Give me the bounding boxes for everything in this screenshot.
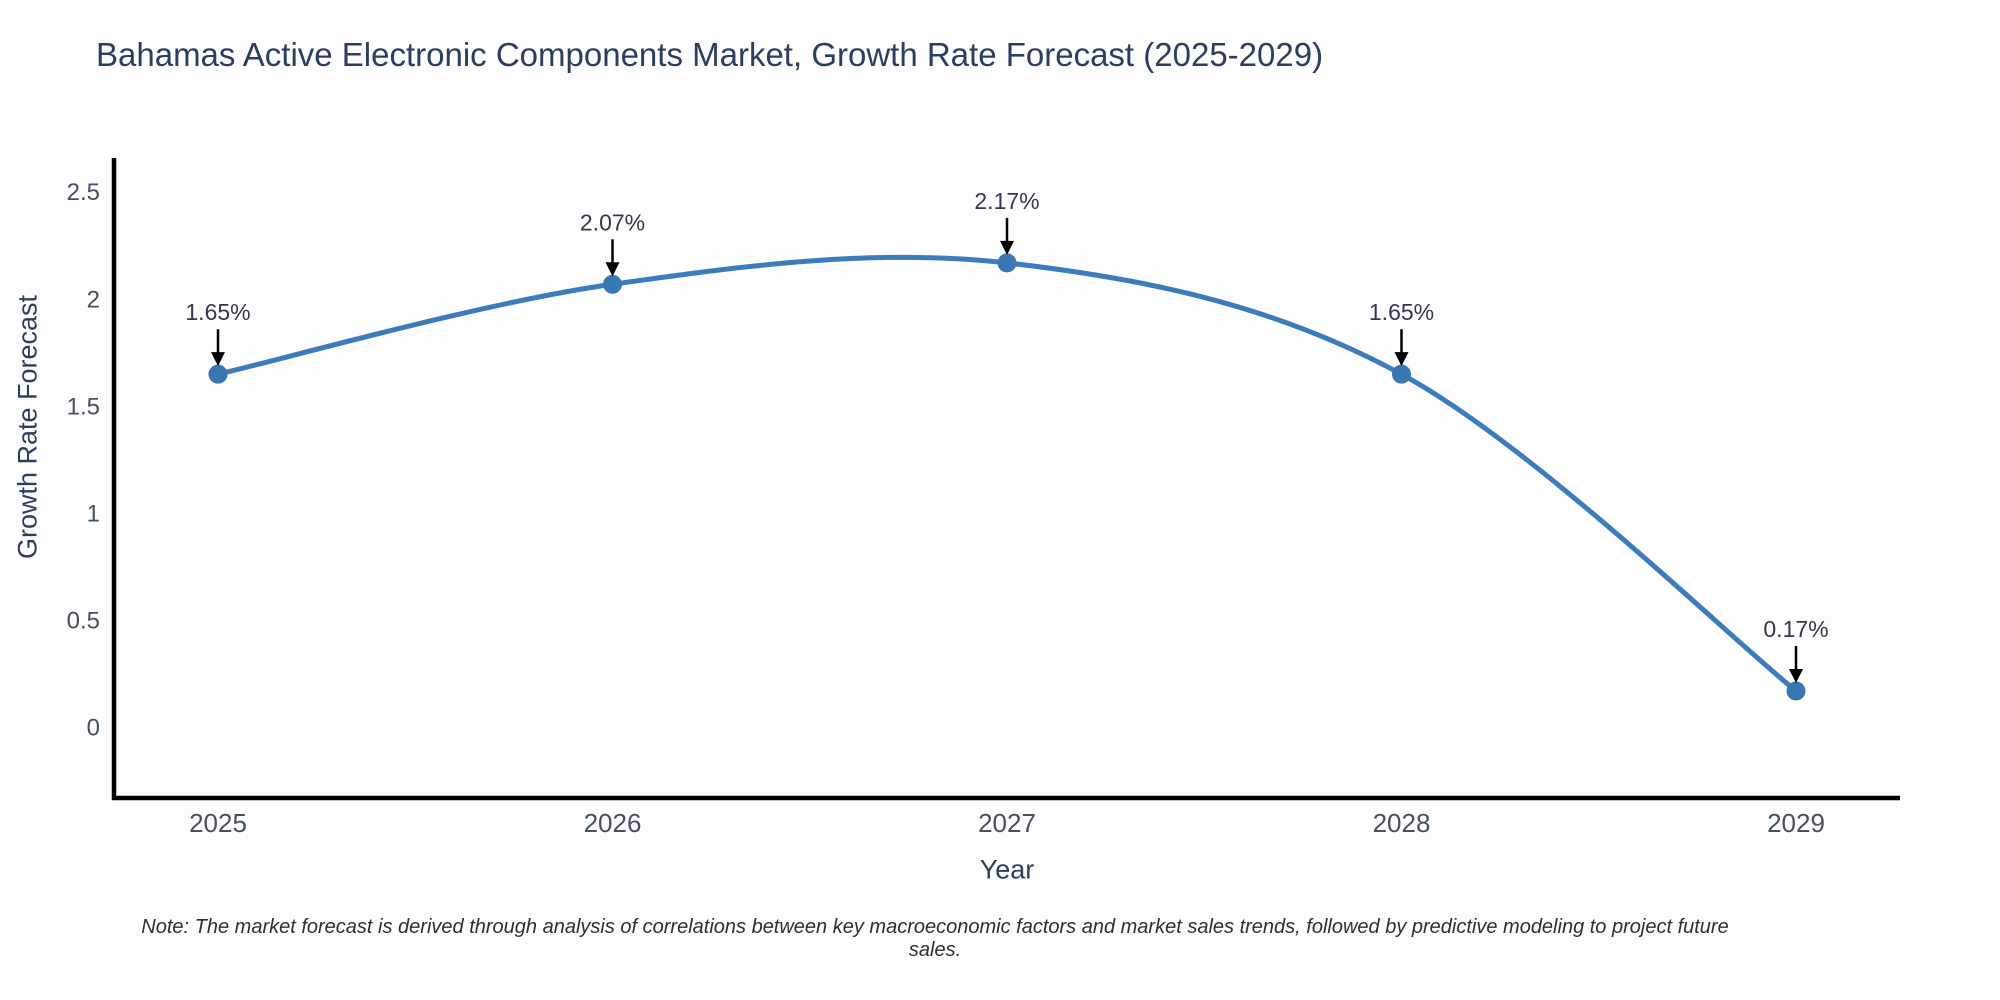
annotation-arrowhead-icon <box>211 352 225 367</box>
y-tick-label: 1.5 <box>67 393 100 420</box>
x-tick-label: 2027 <box>978 808 1036 838</box>
y-tick-label: 2 <box>87 286 100 313</box>
footnote: Note: The market forecast is derived thr… <box>141 916 1729 961</box>
data-point-marker[interactable] <box>1392 364 1411 384</box>
data-point-marker[interactable] <box>208 364 228 384</box>
data-point-marker[interactable] <box>997 253 1017 273</box>
annotation-label: 2.07% <box>580 209 645 235</box>
annotation-arrowhead-icon <box>1789 668 1803 683</box>
y-tick-label: 1 <box>87 500 100 527</box>
trace-line <box>215 254 1799 694</box>
annotation-label: 1.65% <box>1369 299 1434 325</box>
x-tick-label: 2029 <box>1767 808 1825 838</box>
annotation-label: 2.17% <box>974 188 1039 214</box>
annotation-arrowhead-icon <box>605 262 620 277</box>
x-tick-label: 2028 <box>1373 808 1431 838</box>
chart-title: Bahamas Active Electronic Components Mar… <box>96 36 1324 73</box>
x-tick-label: 2026 <box>584 808 642 838</box>
data-point-marker[interactable] <box>603 274 622 294</box>
x-axis-title: Year <box>979 854 1035 885</box>
annotation-arrowhead-icon <box>1394 352 1409 367</box>
y-tick-label: 2.5 <box>67 179 100 206</box>
y-tick-label: 0 <box>87 714 100 741</box>
annotation-label: 0.17% <box>1763 616 1828 642</box>
annotation-arrowhead-icon <box>1000 240 1014 255</box>
y-tick-label: 0.5 <box>67 607 100 634</box>
x-tick-label: 2025 <box>189 808 247 838</box>
annotation-label: 1.65% <box>185 299 250 325</box>
data-point-marker[interactable] <box>1786 681 1806 701</box>
y-axis-title: Growth Rate Forecast <box>12 294 43 560</box>
